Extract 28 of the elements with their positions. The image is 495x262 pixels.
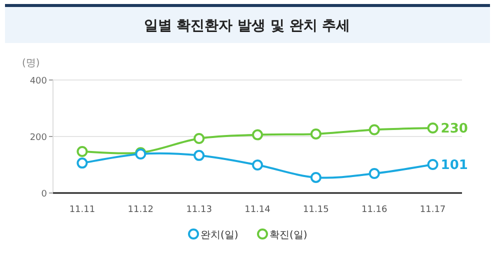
y-tick-label: 200 <box>30 133 48 143</box>
y-tick-label: 400 <box>30 76 48 86</box>
x-tick-label: 11.11 <box>69 205 96 215</box>
x-tick-label: 11.16 <box>361 205 388 215</box>
x-tick-label: 11.17 <box>420 205 446 215</box>
data-label: 230 <box>440 122 468 137</box>
chart-title: 일별 확진환자 발생 및 완치 추세 <box>144 18 350 34</box>
point <box>310 172 322 183</box>
point <box>427 122 438 134</box>
legend-label: 완치(일) <box>200 230 238 241</box>
x-tick-label: 11.13 <box>186 205 212 215</box>
data-label: 101 <box>440 158 468 173</box>
y-axis-title: (명) <box>22 58 40 69</box>
point <box>427 158 438 170</box>
point <box>368 168 380 180</box>
point <box>252 160 263 171</box>
point <box>252 129 263 140</box>
x-tick-label: 11.14 <box>244 205 271 215</box>
point <box>76 158 88 169</box>
y-tick-label: 0 <box>41 190 48 200</box>
point <box>310 128 322 140</box>
x-tick-label: 11.12 <box>128 205 154 215</box>
point <box>368 124 380 136</box>
point <box>194 132 205 144</box>
legend-label: 확진(일) <box>270 230 308 241</box>
x-tick-label: 11.15 <box>303 205 329 215</box>
point <box>194 150 205 161</box>
point <box>76 146 88 157</box>
